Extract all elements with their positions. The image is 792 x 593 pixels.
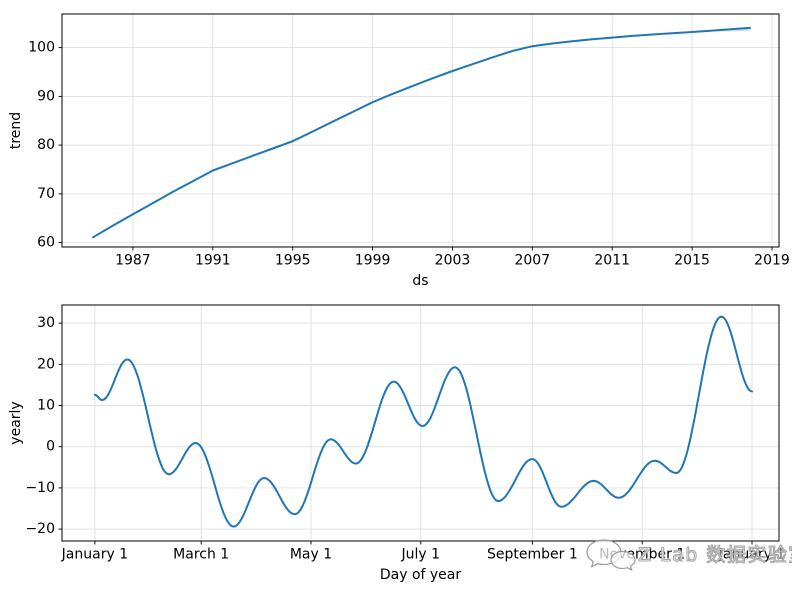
x-tick-label: January 1 — [718, 547, 785, 563]
y-tick-label: 30 — [37, 315, 55, 331]
x-tick-label: 2011 — [594, 253, 630, 269]
x-tick-label: 2003 — [435, 253, 471, 269]
x-tick-label: 2019 — [754, 253, 790, 269]
y-tick-label: 90 — [37, 88, 55, 104]
y-axis-label: yearly — [8, 401, 24, 444]
trend-chart: 1987 1991 1995 1999 2003 2007 2011 2015 2019 60 70… — [8, 13, 790, 289]
axes-spines — [61, 13, 780, 248]
y-tick-label: −20 — [25, 521, 55, 537]
x-tick-label: 2015 — [674, 253, 710, 269]
yearly-chart: January 1 March 1 May 1 July 1 September 1 No… — [8, 304, 785, 583]
x-tick-label: September 1 — [487, 547, 578, 563]
x-tick-label: 1987 — [115, 253, 151, 269]
x-tick-label: 1995 — [275, 253, 311, 269]
x-tick-label: 1991 — [195, 253, 231, 269]
y-tick-label: 0 — [46, 439, 55, 455]
x-tick-label: March 1 — [173, 547, 229, 563]
x-axis-label: ds — [412, 273, 428, 289]
y-tick-label: 100 — [28, 40, 55, 56]
y-tick-label: 70 — [37, 186, 55, 202]
x-tick-label: July 1 — [401, 547, 441, 563]
y-tick-label: 60 — [37, 235, 55, 251]
trend-line — [92, 26, 751, 239]
x-axis-label: Day of year — [380, 567, 462, 583]
y-tick-label: 10 — [37, 398, 55, 414]
x-tick-label: November 1 — [599, 547, 685, 563]
x-tick-label: 1999 — [355, 253, 391, 269]
y-tick-label: −10 — [25, 480, 55, 496]
x-tick-label: January 1 — [61, 547, 128, 563]
y-tick-label: 20 — [37, 356, 55, 372]
y-axis-label: trend — [8, 112, 24, 149]
x-tick-label: 2007 — [514, 253, 550, 269]
yearly-line — [93, 315, 753, 528]
y-tick-label: 80 — [37, 137, 55, 153]
x-tick-label: May 1 — [290, 547, 332, 563]
